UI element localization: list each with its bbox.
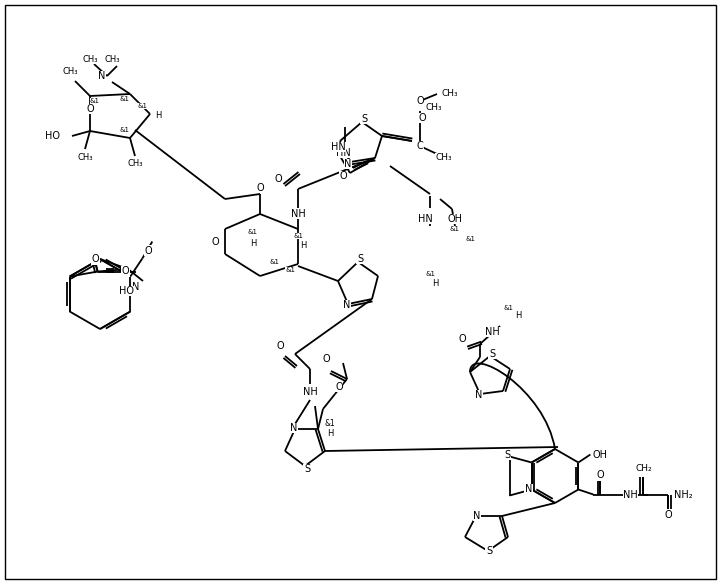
Text: &1: &1 [465, 236, 475, 242]
Text: HO: HO [45, 131, 60, 141]
Text: H: H [300, 242, 306, 251]
Text: CH₃: CH₃ [425, 103, 442, 113]
Text: &1: &1 [425, 271, 435, 277]
Text: N: N [291, 423, 298, 433]
Text: H: H [515, 311, 521, 321]
Text: CH₃: CH₃ [127, 159, 143, 169]
Text: &1: &1 [90, 98, 100, 104]
Text: H: H [432, 280, 438, 288]
Text: &1: &1 [270, 259, 280, 265]
Text: OH: OH [593, 450, 608, 460]
Text: HO: HO [118, 286, 133, 296]
Text: &1: &1 [137, 103, 147, 109]
Text: O: O [458, 334, 466, 344]
Text: N: N [345, 159, 352, 169]
Text: N: N [133, 282, 140, 292]
Text: &1: &1 [293, 233, 303, 239]
Text: NH₂: NH₂ [674, 489, 693, 499]
Text: CH₃: CH₃ [62, 68, 78, 77]
Text: &1: &1 [503, 305, 513, 311]
Text: O: O [211, 237, 218, 247]
Text: &1: &1 [248, 229, 258, 235]
Text: NH: NH [291, 209, 306, 219]
Text: CH₃: CH₃ [105, 54, 120, 64]
Text: HN: HN [331, 142, 345, 152]
Text: S: S [357, 254, 363, 264]
Text: &1: &1 [120, 127, 130, 133]
Text: N: N [525, 485, 532, 495]
Text: S: S [486, 546, 492, 556]
Text: O: O [92, 255, 99, 265]
Text: H: H [155, 112, 162, 120]
Text: O: O [665, 509, 672, 520]
Text: H: H [249, 239, 256, 249]
Text: CH₃: CH₃ [435, 154, 452, 162]
Text: O: O [335, 382, 342, 392]
Text: CH₃: CH₃ [442, 89, 459, 99]
Text: N: N [343, 300, 350, 310]
Text: &1: &1 [120, 96, 130, 102]
Text: S: S [361, 114, 367, 124]
Text: N: N [98, 71, 106, 81]
Text: CH₃: CH₃ [82, 54, 98, 64]
Text: O: O [274, 174, 282, 184]
Text: NH: NH [303, 387, 317, 397]
Text: O: O [87, 104, 94, 114]
Text: O: O [322, 354, 329, 364]
Text: C: C [417, 141, 423, 151]
Text: S: S [304, 464, 310, 474]
Text: &1: &1 [285, 267, 295, 273]
Text: CH₃: CH₃ [77, 152, 93, 162]
Text: O: O [144, 245, 152, 256]
Text: &1: &1 [324, 419, 335, 429]
Text: N: N [475, 390, 482, 400]
Text: &1: &1 [450, 226, 460, 232]
Text: HN: HN [335, 148, 350, 158]
Text: NH: NH [303, 389, 317, 399]
Text: O: O [418, 113, 426, 123]
Text: HN: HN [417, 214, 433, 224]
Text: S: S [489, 349, 495, 359]
Text: O: O [122, 266, 130, 276]
Text: O: O [416, 96, 424, 106]
Text: H: H [327, 429, 333, 439]
Text: OH: OH [448, 214, 462, 224]
Text: O: O [339, 171, 347, 181]
Text: O: O [596, 470, 604, 479]
Text: CH₂: CH₂ [635, 464, 652, 473]
Text: NH: NH [623, 489, 638, 499]
Text: S: S [505, 450, 510, 460]
Text: N: N [473, 511, 481, 521]
Text: NH: NH [485, 327, 500, 337]
Text: O: O [276, 341, 284, 351]
Text: O: O [256, 183, 264, 193]
